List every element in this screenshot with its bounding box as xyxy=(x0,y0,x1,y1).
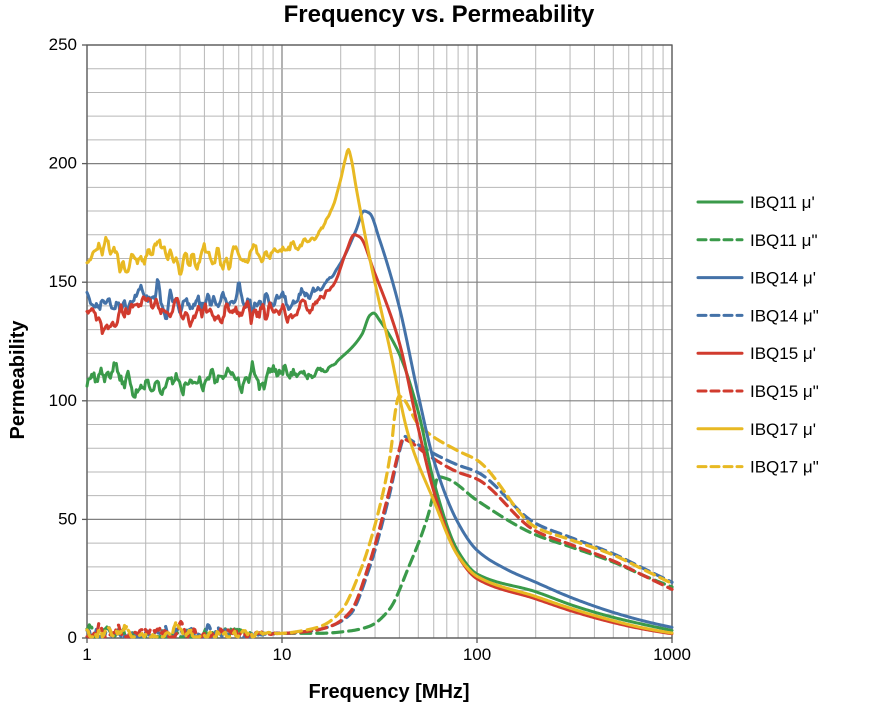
svg-text:Permeability: Permeability xyxy=(7,320,29,440)
svg-text:200: 200 xyxy=(49,154,77,173)
svg-text:50: 50 xyxy=(58,509,77,528)
svg-text:Frequency [MHz]: Frequency [MHz] xyxy=(308,681,469,703)
svg-text:IBQ14 μ': IBQ14 μ' xyxy=(750,269,816,288)
svg-text:250: 250 xyxy=(49,35,77,54)
svg-text:1000: 1000 xyxy=(653,645,691,664)
svg-text:150: 150 xyxy=(49,272,77,291)
svg-text:IBQ11 μ': IBQ11 μ' xyxy=(750,193,815,212)
svg-text:IBQ11 μ": IBQ11 μ" xyxy=(750,231,818,250)
svg-text:IBQ17 μ": IBQ17 μ" xyxy=(750,458,819,477)
svg-text:IBQ15 μ": IBQ15 μ" xyxy=(750,382,819,401)
svg-text:1: 1 xyxy=(82,645,91,664)
svg-text:IBQ17 μ': IBQ17 μ' xyxy=(750,420,816,439)
svg-text:IBQ14 μ": IBQ14 μ" xyxy=(750,306,819,325)
svg-text:0: 0 xyxy=(68,628,77,647)
svg-text:100: 100 xyxy=(463,645,491,664)
svg-text:Frequency vs. Permeability: Frequency vs. Permeability xyxy=(284,1,595,28)
svg-text:100: 100 xyxy=(49,391,77,410)
svg-text:IBQ15 μ': IBQ15 μ' xyxy=(750,344,816,363)
svg-text:10: 10 xyxy=(273,645,292,664)
